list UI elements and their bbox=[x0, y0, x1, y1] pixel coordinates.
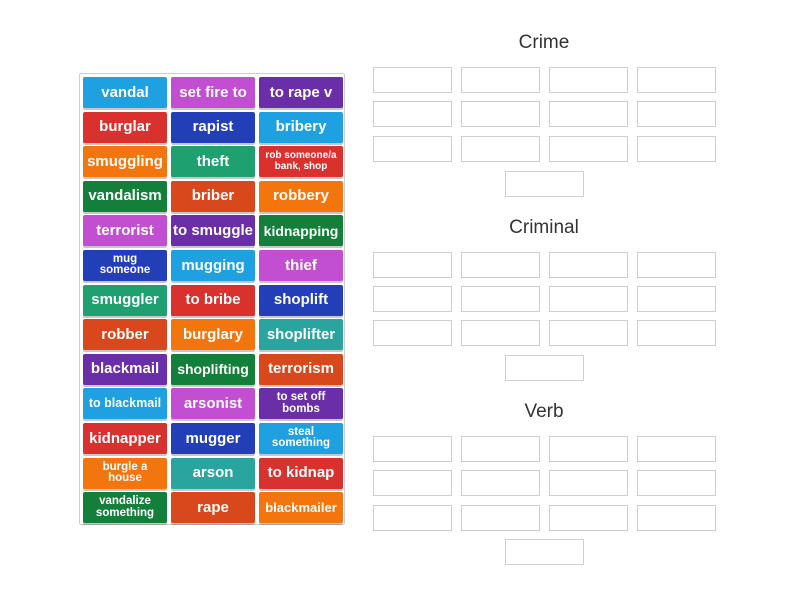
tile-to-bribe[interactable]: to bribe bbox=[171, 284, 255, 316]
drop-slot-criminal[interactable] bbox=[637, 252, 716, 278]
tile-robbery[interactable]: robbery bbox=[259, 180, 343, 212]
tile-to-smuggle[interactable]: to smuggle bbox=[171, 215, 255, 247]
tile-shoplifting[interactable]: shoplifting bbox=[171, 353, 255, 385]
tile-rob-someone-bank-shop[interactable]: rob someone/a bank, shop bbox=[259, 146, 343, 178]
drop-slot-verb[interactable] bbox=[637, 436, 716, 462]
drop-slot-criminal[interactable] bbox=[637, 320, 716, 346]
tile-burglar[interactable]: burglar bbox=[83, 111, 167, 143]
tile-arson[interactable]: arson bbox=[171, 457, 255, 489]
tile-robber[interactable]: robber bbox=[83, 319, 167, 351]
tile-arsonist[interactable]: arsonist bbox=[171, 388, 255, 420]
group-title-crime: Crime bbox=[518, 32, 570, 53]
tile-theft[interactable]: theft bbox=[171, 146, 255, 178]
tile-shoplift[interactable]: shoplift bbox=[259, 284, 343, 316]
tile-steal-something[interactable]: steal something bbox=[259, 422, 343, 454]
tile-mug-someone[interactable]: mug someone bbox=[83, 249, 167, 281]
tile-to-kidnap[interactable]: to kidnap bbox=[259, 457, 343, 489]
drop-slot-crime[interactable] bbox=[637, 101, 716, 127]
tile-smuggler[interactable]: smuggler bbox=[83, 284, 167, 316]
drop-slot-verb[interactable] bbox=[461, 505, 540, 531]
drop-slot-verb[interactable] bbox=[373, 436, 452, 462]
group-title-criminal: Criminal bbox=[509, 217, 579, 238]
tile-smuggling[interactable]: smuggling bbox=[83, 146, 167, 178]
drop-slot-verb[interactable] bbox=[461, 436, 540, 462]
drop-slot-crime[interactable] bbox=[461, 136, 540, 162]
drop-slot-criminal[interactable] bbox=[549, 320, 628, 346]
tile-briber[interactable]: briber bbox=[171, 180, 255, 212]
drop-slot-verb[interactable] bbox=[505, 539, 584, 565]
drop-slot-crime[interactable] bbox=[461, 101, 540, 127]
drop-slot-criminal[interactable] bbox=[505, 355, 584, 381]
drop-slot-crime[interactable] bbox=[637, 67, 716, 93]
tile-to-blackmail[interactable]: to blackmail bbox=[83, 388, 167, 420]
drop-slot-criminal[interactable] bbox=[461, 286, 540, 312]
drop-slot-verb[interactable] bbox=[637, 470, 716, 496]
tile-burglary[interactable]: burglary bbox=[171, 319, 255, 351]
drop-slot-verb[interactable] bbox=[549, 505, 628, 531]
drop-slot-criminal[interactable] bbox=[549, 252, 628, 278]
drop-slot-crime[interactable] bbox=[373, 136, 452, 162]
group-title-verb: Verb bbox=[524, 401, 564, 422]
tile-to-rape-v[interactable]: to rape v bbox=[259, 77, 343, 108]
tile-to-set-off-bombs[interactable]: to set off bombs bbox=[259, 388, 343, 420]
tile-rape[interactable]: rape bbox=[171, 492, 255, 524]
tile-blackmailer[interactable]: blackmailer bbox=[259, 492, 343, 524]
tile-grid: vandal set fire to to rape v burglar rap… bbox=[83, 77, 343, 524]
tile-vandal[interactable]: vandal bbox=[83, 77, 167, 108]
tile-bribery[interactable]: bribery bbox=[259, 111, 343, 143]
drop-slot-verb[interactable] bbox=[549, 436, 628, 462]
drop-slot-verb[interactable] bbox=[373, 470, 452, 496]
tile-thief[interactable]: thief bbox=[259, 249, 343, 281]
tile-blackmail[interactable]: blackmail bbox=[83, 353, 167, 385]
drop-slot-criminal[interactable] bbox=[373, 286, 452, 312]
drop-slot-crime[interactable] bbox=[549, 67, 628, 93]
drop-slot-crime[interactable] bbox=[549, 101, 628, 127]
drop-slot-crime[interactable] bbox=[373, 101, 452, 127]
drop-slot-verb[interactable] bbox=[637, 505, 716, 531]
drop-slot-criminal[interactable] bbox=[373, 320, 452, 346]
drop-slot-criminal[interactable] bbox=[461, 320, 540, 346]
drop-slot-verb[interactable] bbox=[373, 505, 452, 531]
tile-shoplifter[interactable]: shoplifter bbox=[259, 319, 343, 351]
drop-slot-criminal[interactable] bbox=[461, 252, 540, 278]
tile-kidnapping[interactable]: kidnapping bbox=[259, 215, 343, 247]
drop-slot-crime[interactable] bbox=[461, 67, 540, 93]
tile-mugger[interactable]: mugger bbox=[171, 422, 255, 454]
drop-slot-criminal[interactable] bbox=[549, 286, 628, 312]
tile-burgle-a-house[interactable]: burgle a house bbox=[83, 457, 167, 489]
drop-slot-verb[interactable] bbox=[461, 470, 540, 496]
tile-set-fire-to[interactable]: set fire to bbox=[171, 77, 255, 108]
tile-vandalism[interactable]: vandalism bbox=[83, 180, 167, 212]
drop-slot-crime[interactable] bbox=[549, 136, 628, 162]
drop-slot-crime[interactable] bbox=[373, 67, 452, 93]
tile-mugging[interactable]: mugging bbox=[171, 249, 255, 281]
tile-rapist[interactable]: rapist bbox=[171, 111, 255, 143]
drop-slot-crime[interactable] bbox=[637, 136, 716, 162]
tile-kidnapper[interactable]: kidnapper bbox=[83, 422, 167, 454]
drop-slot-criminal[interactable] bbox=[373, 252, 452, 278]
drop-slot-verb[interactable] bbox=[549, 470, 628, 496]
drop-slot-criminal[interactable] bbox=[637, 286, 716, 312]
word-tile-bank: vandal set fire to to rape v burglar rap… bbox=[79, 73, 345, 525]
tile-terrorism[interactable]: terrorism bbox=[259, 353, 343, 385]
drop-slot-crime[interactable] bbox=[505, 171, 584, 197]
tile-terrorist[interactable]: terrorist bbox=[83, 215, 167, 247]
tile-vandalize-something[interactable]: vandalize something bbox=[83, 492, 167, 524]
